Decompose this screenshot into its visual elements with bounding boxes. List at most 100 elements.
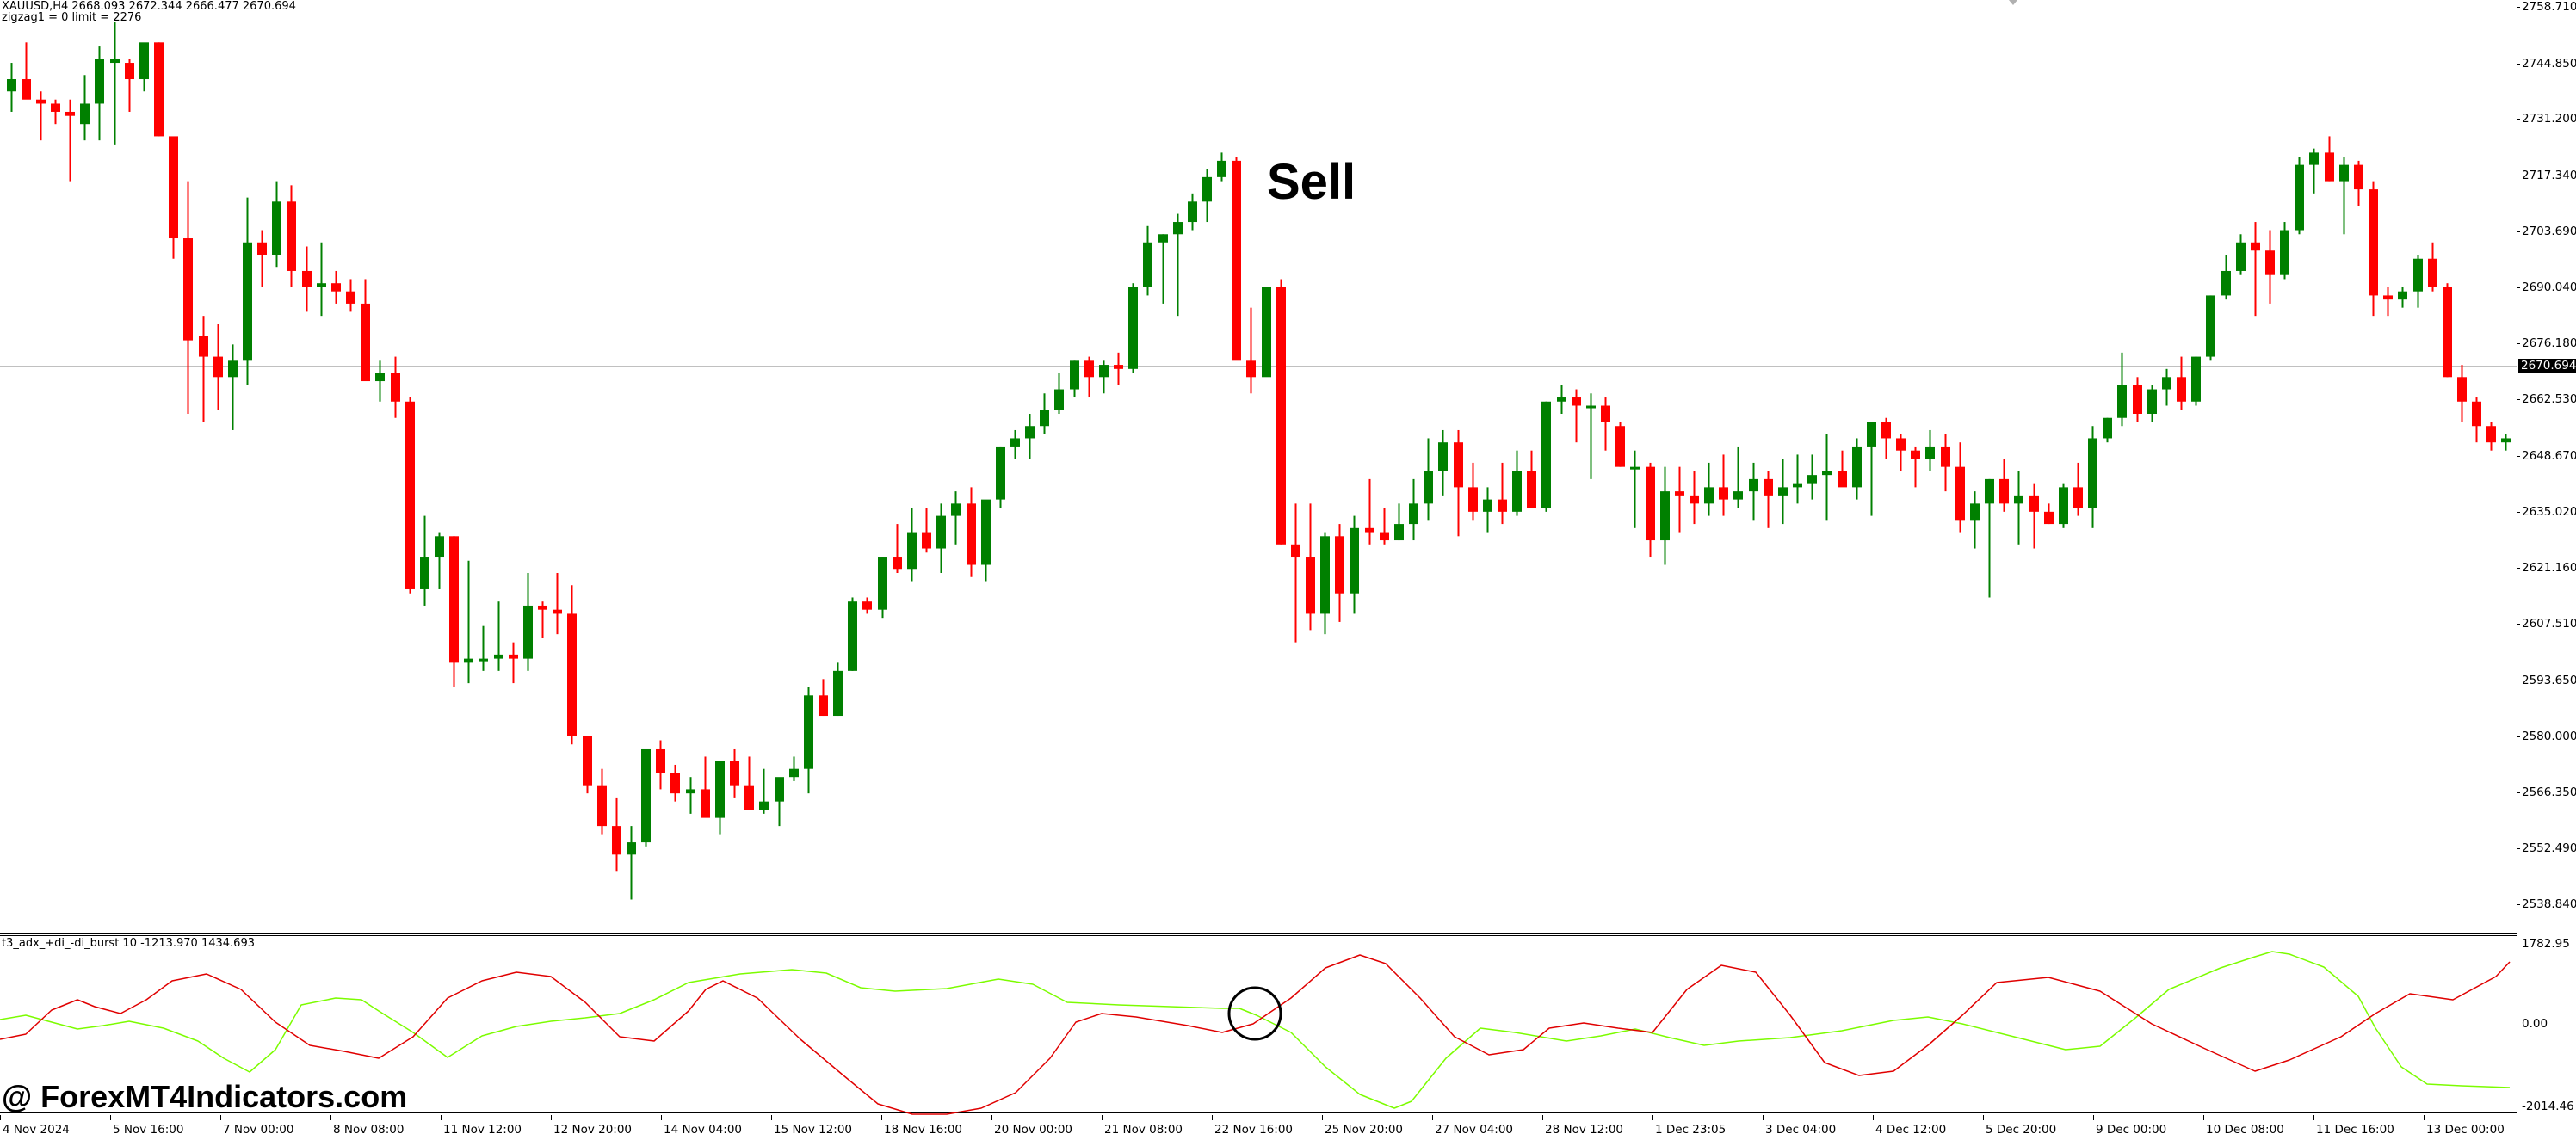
- time-axis-label: 1 Dec 23:05: [1655, 1123, 1727, 1137]
- bearish-candle: [744, 785, 754, 810]
- bearish-candle: [597, 785, 607, 827]
- price-axis-label: 2758.710: [2522, 0, 2576, 14]
- time-axis-tick: [330, 1115, 331, 1120]
- time-axis-tick: [881, 1115, 882, 1120]
- bearish-candle: [36, 99, 46, 104]
- time-axis-label: 15 Nov 12:00: [774, 1123, 853, 1137]
- bearish-candle: [1572, 397, 1581, 406]
- price-axis-tick: [2517, 624, 2520, 625]
- bearish-candle: [2369, 189, 2378, 296]
- time-axis-label: 28 Nov 12:00: [1545, 1123, 1624, 1137]
- bullish-candle: [1704, 487, 1714, 504]
- bearish-candle: [199, 336, 208, 357]
- bullish-candle: [1557, 397, 1566, 402]
- time-axis-label: 11 Nov 12:00: [443, 1123, 522, 1137]
- bearish-candle: [1838, 471, 1847, 488]
- bullish-candle: [2221, 270, 2231, 296]
- bullish-candle: [1586, 405, 1596, 409]
- bearish-candle: [331, 283, 341, 292]
- bullish-candle: [523, 605, 533, 659]
- bearish-candle: [1365, 527, 1374, 533]
- bearish-candle: [169, 136, 178, 239]
- time-axis-tick: [661, 1115, 662, 1120]
- bullish-candle: [494, 654, 503, 659]
- scroll-marker-icon[interactable]: [2009, 0, 2017, 5]
- time-axis-tick: [1432, 1115, 1433, 1120]
- bullish-candle: [2295, 164, 2304, 231]
- bullish-candle: [1394, 524, 1404, 541]
- time-axis-tick: [1542, 1115, 1543, 1120]
- bearish-candle: [51, 103, 60, 112]
- price-axis-tick: [2517, 736, 2520, 737]
- bearish-candle: [125, 63, 134, 80]
- time-axis-tick: [0, 1115, 1, 1120]
- bullish-candle: [2236, 242, 2246, 271]
- bearish-candle: [2428, 258, 2437, 287]
- bullish-candle: [1630, 466, 1640, 470]
- time-axis-tick: [2424, 1115, 2425, 1120]
- bullish-candle: [1262, 287, 1271, 378]
- bullish-candle: [2280, 230, 2289, 275]
- bullish-candle: [878, 557, 887, 610]
- bearish-candle: [819, 695, 828, 717]
- time-axis-tick: [551, 1115, 552, 1120]
- time-axis-tick: [1983, 1115, 1984, 1120]
- price-axis-label: 2552.490: [2522, 841, 2576, 856]
- bullish-candle: [1173, 222, 1183, 235]
- price-axis-tick: [2517, 904, 2520, 905]
- price-axis-label: 2717.340: [2522, 169, 2576, 183]
- bearish-candle: [2486, 426, 2496, 443]
- bearish-candle: [391, 373, 400, 402]
- bullish-candle: [1099, 365, 1109, 378]
- bullish-candle: [317, 283, 326, 287]
- bullish-candle: [1010, 438, 1020, 447]
- bearish-candle: [1646, 466, 1655, 541]
- bullish-candle: [2088, 438, 2097, 508]
- price-axis-tick: [2517, 399, 2520, 401]
- bearish-candle: [65, 111, 75, 116]
- symbol-ohlc-header: XAUUSD,H4 2668.093 2672.344 2666.477 267…: [2, 0, 296, 13]
- price-axis-label: 2690.040: [2522, 280, 2576, 294]
- indicator-axis-max: 1782.95: [2522, 937, 2570, 951]
- bullish-candle: [848, 601, 857, 671]
- bearish-candle: [287, 201, 296, 271]
- bearish-candle: [1380, 532, 1389, 541]
- bearish-candle: [1527, 471, 1536, 508]
- minus-di-line: [0, 954, 2511, 1115]
- bearish-candle: [862, 601, 872, 610]
- sell-signal-label: Sell: [1267, 154, 1356, 210]
- bearish-candle: [1335, 536, 1344, 594]
- bearish-candle: [183, 238, 193, 341]
- price-axis-tick: [2517, 7, 2520, 8]
- price-axis-label: 2580.000: [2522, 729, 2576, 743]
- watermark: @ ForexMT4Indicators.com: [2, 1079, 408, 1114]
- current-price-badge: 2670.694: [2518, 359, 2576, 373]
- price-axis-tick: [2517, 119, 2520, 120]
- bearish-candle: [583, 736, 592, 786]
- bullish-candle: [1217, 160, 1226, 177]
- bullish-candle: [464, 658, 473, 663]
- bullish-candle: [2191, 356, 2201, 402]
- bearish-candle: [213, 356, 223, 378]
- time-axis-tick: [2203, 1115, 2204, 1120]
- bullish-candle: [1188, 201, 1197, 223]
- bearish-candle: [1999, 478, 2009, 504]
- bearish-candle: [1941, 446, 1950, 467]
- bullish-candle: [951, 503, 961, 516]
- bullish-candle: [2413, 258, 2423, 292]
- time-axis-label: 14 Nov 04:00: [664, 1123, 743, 1137]
- bullish-candle: [2103, 417, 2112, 439]
- bullish-candle: [2206, 295, 2215, 357]
- time-axis-tick: [441, 1115, 442, 1120]
- time-axis-label: 4 Dec 12:00: [1875, 1123, 1947, 1137]
- bearish-candle: [1675, 491, 1684, 496]
- bullish-candle: [1158, 234, 1168, 243]
- bullish-candle: [1320, 536, 1330, 614]
- time-axis-label: 5 Nov 16:00: [113, 1123, 184, 1137]
- bearish-candle: [922, 532, 931, 549]
- time-axis-label: 5 Dec 20:00: [1986, 1123, 2057, 1137]
- bearish-candle: [2457, 377, 2467, 402]
- bullish-candle: [2398, 291, 2407, 300]
